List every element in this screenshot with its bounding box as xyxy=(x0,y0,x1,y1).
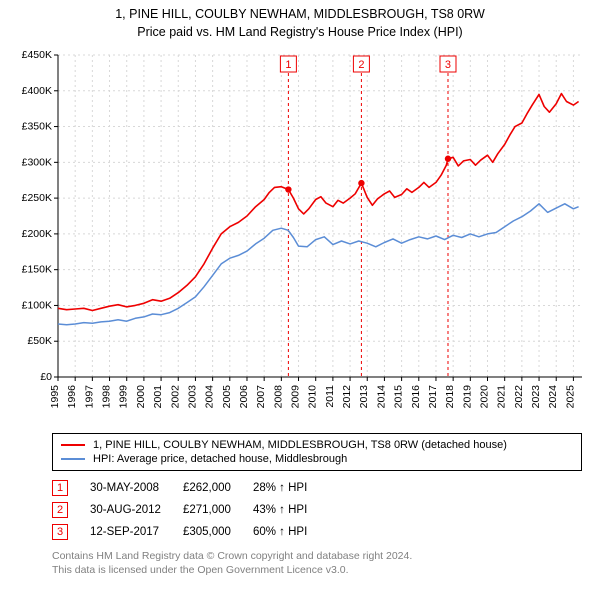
svg-text:2024: 2024 xyxy=(547,385,559,409)
svg-text:2010: 2010 xyxy=(307,385,319,409)
sales-table: 1 30-MAY-2008 £262,000 28% ↑ HPI 2 30-AU… xyxy=(52,477,582,543)
chart-svg: £0 £50K £100K £150K £200K £250K £300K £350K £400… xyxy=(10,47,590,427)
svg-text:2001: 2001 xyxy=(152,385,164,409)
chart-card: 1, PINE HILL, COULBY NEWHAM, MIDDLESBROU… xyxy=(0,0,600,585)
svg-text:1997: 1997 xyxy=(83,385,95,409)
sale-price: £271,000 xyxy=(183,499,253,521)
sale-date: 30-AUG-2012 xyxy=(90,499,183,521)
svg-text:£450K: £450K xyxy=(22,49,52,61)
svg-text:2020: 2020 xyxy=(479,385,491,409)
svg-text:2011: 2011 xyxy=(324,385,336,408)
chart-area: £0 £50K £100K £150K £200K £250K £300K £350K £400… xyxy=(10,47,590,427)
svg-text:£100K: £100K xyxy=(22,299,52,311)
svg-text:£400K: £400K xyxy=(22,85,52,97)
svg-text:2019: 2019 xyxy=(461,385,473,409)
svg-text:2006: 2006 xyxy=(238,385,250,409)
svg-text:1: 1 xyxy=(285,59,291,71)
title-line-1: 1, PINE HILL, COULBY NEWHAM, MIDDLESBROU… xyxy=(10,6,590,24)
svg-text:2022: 2022 xyxy=(513,385,525,409)
svg-text:2003: 2003 xyxy=(186,385,198,409)
legend-label: 1, PINE HILL, COULBY NEWHAM, MIDDLESBROU… xyxy=(93,439,507,451)
sale-row: 2 30-AUG-2012 £271,000 43% ↑ HPI xyxy=(52,499,329,521)
svg-text:£200K: £200K xyxy=(22,228,52,240)
title-line-2: Price paid vs. HM Land Registry's House … xyxy=(10,24,590,42)
svg-text:£150K: £150K xyxy=(22,264,52,276)
sale-vs-hpi: 60% ↑ HPI xyxy=(253,521,329,543)
svg-text:2012: 2012 xyxy=(341,385,353,409)
sale-row: 3 12-SEP-2017 £305,000 60% ↑ HPI xyxy=(52,521,329,543)
legend-item: 1, PINE HILL, COULBY NEWHAM, MIDDLESBROU… xyxy=(61,438,573,452)
sale-marker-icon: 3 xyxy=(52,524,68,540)
svg-text:2018: 2018 xyxy=(444,385,456,409)
sale-date: 12-SEP-2017 xyxy=(90,521,183,543)
svg-text:£50K: £50K xyxy=(27,335,52,347)
svg-text:2025: 2025 xyxy=(564,385,576,409)
svg-text:2: 2 xyxy=(358,59,364,71)
svg-text:2013: 2013 xyxy=(358,385,370,409)
svg-text:2008: 2008 xyxy=(272,385,284,409)
svg-text:2015: 2015 xyxy=(393,385,405,409)
svg-text:2009: 2009 xyxy=(290,385,302,409)
svg-text:2014: 2014 xyxy=(375,385,387,409)
sale-marker-icon: 2 xyxy=(52,502,68,518)
sale-price: £305,000 xyxy=(183,521,253,543)
svg-text:£300K: £300K xyxy=(22,156,52,168)
svg-text:£0: £0 xyxy=(40,371,52,383)
legend-label: HPI: Average price, detached house, Midd… xyxy=(93,453,347,465)
svg-text:2021: 2021 xyxy=(496,385,508,409)
legend-item: HPI: Average price, detached house, Midd… xyxy=(61,452,573,466)
svg-text:2023: 2023 xyxy=(530,385,542,409)
sale-marker-icon: 1 xyxy=(52,480,68,496)
footer-line-2: This data is licensed under the Open Gov… xyxy=(52,563,582,577)
svg-text:2017: 2017 xyxy=(427,385,439,409)
sale-price: £262,000 xyxy=(183,477,253,499)
title-block: 1, PINE HILL, COULBY NEWHAM, MIDDLESBROU… xyxy=(10,6,590,41)
svg-text:1998: 1998 xyxy=(101,385,113,409)
sale-vs-hpi: 28% ↑ HPI xyxy=(253,477,329,499)
sale-date: 30-MAY-2008 xyxy=(90,477,183,499)
svg-text:3: 3 xyxy=(445,59,451,71)
svg-text:£350K: £350K xyxy=(22,121,52,133)
svg-text:1995: 1995 xyxy=(49,385,61,409)
legend-box: 1, PINE HILL, COULBY NEWHAM, MIDDLESBROU… xyxy=(52,433,582,471)
svg-text:2000: 2000 xyxy=(135,385,147,409)
legend-swatch xyxy=(61,444,85,446)
footer-line-1: Contains HM Land Registry data © Crown c… xyxy=(52,549,582,563)
svg-text:1999: 1999 xyxy=(118,385,130,409)
svg-text:2005: 2005 xyxy=(221,385,233,409)
svg-text:2007: 2007 xyxy=(255,385,267,409)
svg-text:£250K: £250K xyxy=(22,192,52,204)
svg-text:2002: 2002 xyxy=(169,385,181,409)
footer-text: Contains HM Land Registry data © Crown c… xyxy=(52,549,582,577)
sale-vs-hpi: 43% ↑ HPI xyxy=(253,499,329,521)
svg-text:2004: 2004 xyxy=(204,385,216,409)
svg-text:1996: 1996 xyxy=(66,385,78,409)
sale-row: 1 30-MAY-2008 £262,000 28% ↑ HPI xyxy=(52,477,329,499)
svg-text:2016: 2016 xyxy=(410,385,422,409)
legend-swatch xyxy=(61,458,85,460)
